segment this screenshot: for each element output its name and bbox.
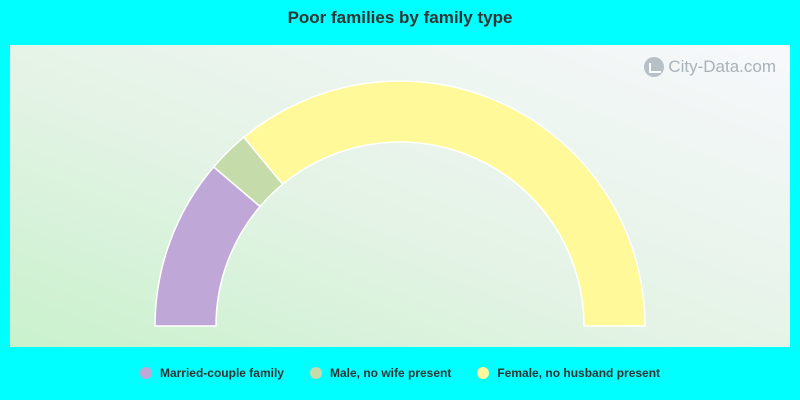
watermark-text: City-Data.com bbox=[668, 57, 776, 76]
legend-label: Female, no husband present bbox=[497, 366, 661, 380]
donut-slice-2 bbox=[242, 80, 646, 327]
legend-swatch bbox=[139, 367, 152, 379]
legend-label: Married-couple family bbox=[159, 366, 284, 380]
legend-item-married-couple: Married-couple family bbox=[139, 366, 284, 380]
legend-item-male-no-wife: Male, no wife present bbox=[309, 366, 452, 380]
legend: Married-couple family Male, no wife pres… bbox=[0, 366, 800, 380]
legend-label: Male, no wife present bbox=[329, 366, 452, 380]
legend-swatch bbox=[477, 367, 490, 379]
city-data-logo-icon bbox=[644, 57, 665, 77]
legend-item-female-no-husband: Female, no husband present bbox=[477, 366, 660, 380]
chart-title: Poor families by family type bbox=[287, 8, 513, 27]
legend-swatch bbox=[309, 367, 322, 379]
watermark: City-Data.com bbox=[644, 57, 776, 77]
